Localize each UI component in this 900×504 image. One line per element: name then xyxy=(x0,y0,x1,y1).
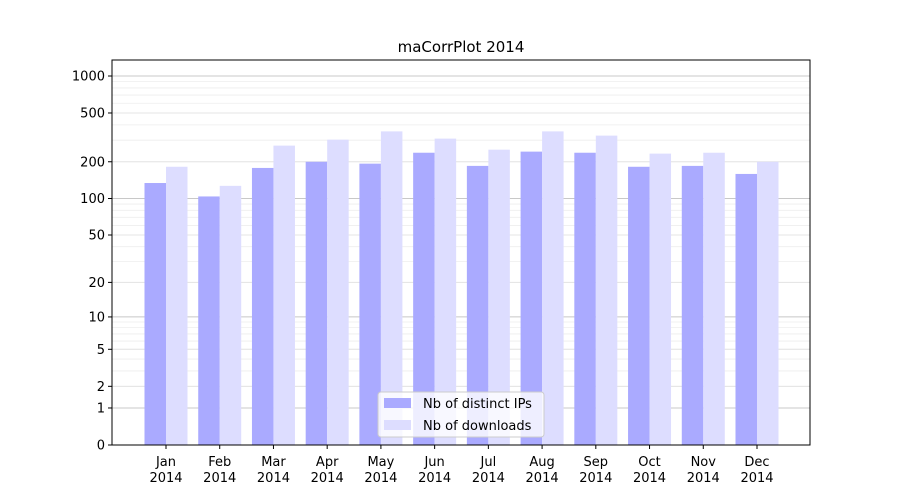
bar-downloads xyxy=(327,139,349,446)
bar-downloads xyxy=(219,185,242,445)
plot-frame xyxy=(111,59,811,446)
y-tick-label: 0 xyxy=(97,439,105,454)
bar-downloads xyxy=(166,166,188,446)
bar-downloads xyxy=(434,138,457,445)
y-tick-label: 100 xyxy=(80,192,105,207)
x-tick-label: Jun 2014 xyxy=(418,455,451,486)
x-tick-label: Aug 2014 xyxy=(526,455,559,486)
legend-label-ips: Nb of distinct IPs xyxy=(423,397,532,412)
legend-swatch-ips xyxy=(384,398,411,408)
bar-downloads xyxy=(703,152,725,446)
legend-swatch-downloads xyxy=(384,420,411,430)
bar-ips xyxy=(735,173,757,446)
bar-downloads xyxy=(649,153,672,445)
y-tick-label: 20 xyxy=(88,276,105,291)
legend: Nb of distinct IPs Nb of downloads xyxy=(377,391,545,438)
x-tick-label: Oct 2014 xyxy=(633,455,666,486)
x-tick-label: Apr 2014 xyxy=(311,455,344,486)
y-tick-label: 200 xyxy=(80,155,105,170)
x-tick-label: Feb 2014 xyxy=(203,455,236,486)
x-tick-label: May 2014 xyxy=(364,455,397,486)
bar-ips xyxy=(144,183,166,445)
legend-box xyxy=(377,391,545,438)
bar-ips xyxy=(359,163,381,446)
y-tick-label: 500 xyxy=(80,106,105,121)
bar-downloads xyxy=(757,161,779,445)
x-tick-label: Jan 2014 xyxy=(149,455,182,486)
y-tick-label: 1 xyxy=(97,401,105,416)
bar-downloads xyxy=(488,149,510,446)
legend-label-downloads: Nb of downloads xyxy=(423,419,532,434)
bar-downloads xyxy=(380,131,403,445)
bar-downloads xyxy=(542,131,564,445)
bar-ips xyxy=(628,166,650,446)
bar-downloads xyxy=(595,135,618,446)
bar-ips xyxy=(413,152,435,446)
bar-ips xyxy=(198,196,220,445)
y-tick-label: 2 xyxy=(97,380,105,395)
bar-ips xyxy=(574,152,596,446)
bar-downloads xyxy=(273,145,295,445)
bar-ips xyxy=(520,151,543,445)
x-tick-label: Mar 2014 xyxy=(257,455,290,486)
bar-ips xyxy=(681,165,704,445)
x-tick-label: Sep 2014 xyxy=(579,455,612,486)
x-tick-label: Dec 2014 xyxy=(740,455,773,486)
y-tick-label: 5 xyxy=(97,343,105,358)
y-tick-label: 10 xyxy=(88,310,105,325)
chart-title: maCorrPlot 2014 xyxy=(398,38,525,56)
y-tick-label: 1000 xyxy=(72,70,105,85)
x-tick-label: Jul 2014 xyxy=(472,455,505,486)
bar-ips xyxy=(305,161,328,445)
y-tick-label: 50 xyxy=(88,229,105,244)
bar-ips xyxy=(466,165,489,445)
x-tick-label: Nov 2014 xyxy=(687,455,720,486)
bar-ips xyxy=(251,167,274,445)
